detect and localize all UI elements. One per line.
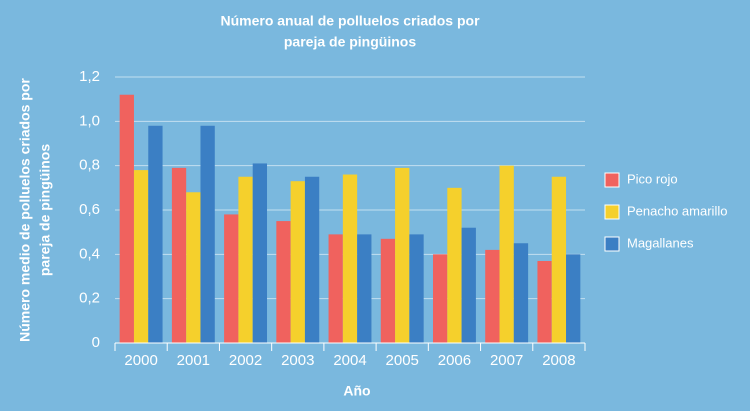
bar	[499, 165, 514, 343]
bar	[119, 94, 134, 343]
y-tick-label: 1,2	[79, 68, 100, 85]
bar	[186, 192, 201, 343]
x-tick-label: 2008	[542, 352, 575, 369]
y-tick-label: 0,4	[79, 245, 100, 262]
bar	[290, 181, 305, 343]
x-tick-label: 2005	[386, 352, 419, 369]
bar	[304, 176, 320, 343]
bar	[551, 176, 567, 343]
y-tick-label: 0,2	[79, 290, 100, 307]
bar	[461, 227, 476, 343]
bar	[252, 163, 268, 343]
x-tick-label: 2004	[333, 352, 366, 369]
bar	[171, 167, 187, 343]
y-tick-label: 0,6	[79, 201, 100, 218]
bar	[432, 254, 448, 343]
y-tick-label: 0,8	[79, 157, 100, 174]
x-tick-label: 2006	[438, 352, 471, 369]
bar	[200, 125, 215, 344]
bar	[395, 167, 410, 343]
bar	[409, 234, 424, 343]
bar	[148, 125, 163, 344]
x-tick-label: 2007	[490, 352, 523, 369]
x-axis-title: Año	[343, 383, 370, 399]
bar	[447, 187, 462, 343]
x-tick-label: 2001	[177, 352, 210, 369]
bar	[537, 260, 552, 343]
bar	[224, 214, 239, 343]
x-tick-label: 2000	[124, 352, 157, 369]
bar	[357, 234, 372, 343]
bar	[485, 249, 500, 343]
bar	[342, 174, 358, 343]
legend-swatch	[604, 172, 620, 188]
bar	[513, 243, 529, 343]
x-tick-label: 2002	[229, 352, 262, 369]
bar	[238, 176, 253, 343]
chart-title: pareja de pingüinos	[284, 34, 416, 50]
bar	[566, 254, 581, 343]
legend-label: Penacho amarillo	[627, 203, 727, 218]
y-axis-title: Número medio de polluelos criados por	[17, 78, 33, 342]
chart-title: Número anual de polluelos criados por	[220, 13, 480, 29]
bar	[328, 234, 343, 343]
y-tick-label: 0	[92, 334, 100, 351]
y-tick-label: 1,0	[79, 112, 100, 129]
bar	[133, 170, 149, 343]
legend-label: Pico rojo	[627, 171, 678, 186]
legend-swatch	[604, 204, 620, 220]
bar	[380, 238, 396, 343]
legend-swatch	[604, 236, 620, 252]
legend-label: Magallanes	[627, 235, 694, 250]
y-axis-title: pareja de pingüinos	[37, 144, 53, 276]
bar	[276, 221, 291, 343]
x-tick-label: 2003	[281, 352, 314, 369]
